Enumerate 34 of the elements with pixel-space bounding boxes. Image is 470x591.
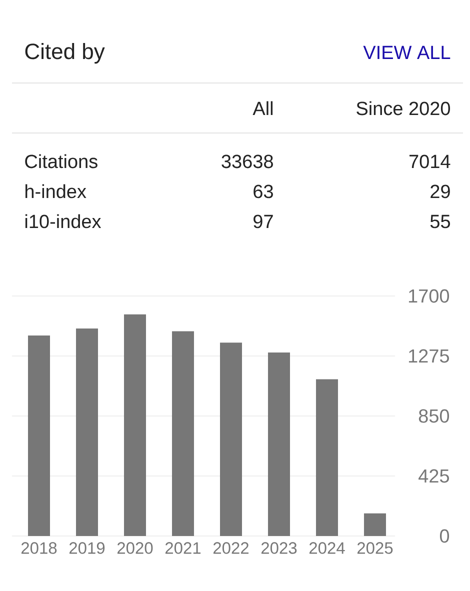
- y-tick-label: 1275: [408, 349, 449, 363]
- text: Cited by: [25, 43, 105, 64]
- text: All: [252, 101, 273, 115]
- text: Since 2020: [356, 101, 450, 116]
- x-tick-label: 2024: [309, 542, 345, 554]
- category-label: h-index: [26, 184, 86, 198]
- x-tick-label: 2018: [21, 542, 57, 554]
- bar: [172, 331, 194, 536]
- data-label: 29: [430, 184, 450, 198]
- data-label: 55: [430, 214, 450, 228]
- data-label: 33638: [222, 154, 273, 168]
- category-label: i10-index: [25, 214, 102, 228]
- bar: [124, 314, 146, 536]
- text: VIEW ALL: [363, 46, 450, 59]
- bar: [268, 352, 290, 536]
- y-tick-label: 0: [440, 529, 450, 543]
- bar: [28, 336, 50, 536]
- y-tick-label: 850: [418, 409, 450, 423]
- bar: [220, 342, 242, 536]
- x-tick-label: 2022: [213, 542, 249, 554]
- x-tick-label: 2021: [165, 542, 201, 554]
- data-label: 97: [254, 214, 273, 228]
- data-label: 7014: [410, 154, 450, 168]
- x-tick-label: 2023: [261, 542, 297, 554]
- bar: [316, 379, 338, 536]
- x-tick-label: 2025: [357, 542, 393, 554]
- category-label: Citations: [25, 154, 98, 168]
- y-tick-label: 425: [418, 469, 449, 483]
- bar: [76, 328, 98, 536]
- bar: [364, 513, 386, 536]
- x-tick-label: 2019: [69, 542, 105, 554]
- x-tick-label: 2020: [117, 542, 153, 554]
- y-tick-label: 1700: [408, 289, 450, 303]
- data-label: 63: [254, 184, 273, 198]
